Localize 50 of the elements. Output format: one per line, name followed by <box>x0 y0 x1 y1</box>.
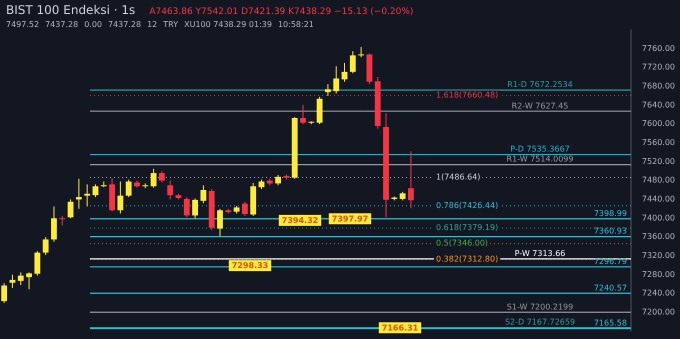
text: 7437.28 <box>108 20 142 29</box>
y-tick-label: 7440.00 <box>642 194 676 204</box>
y-tick-label: 7680.00 <box>642 82 676 91</box>
text: 12 <box>147 20 158 29</box>
ref-line-label: R1-D 7672.2534 <box>507 80 573 90</box>
ref-line-label: 7165.58 <box>594 318 627 328</box>
annotation: 7394.32 <box>282 216 318 225</box>
y-tick-label: 7520.00 <box>642 156 676 166</box>
annotation: 7397.97 <box>332 214 368 224</box>
candlestick <box>284 174 290 180</box>
candlestick <box>176 193 182 200</box>
y-tick-label: 7760.00 <box>642 44 676 53</box>
ref-line-label: 0.618(7379.19) <box>436 223 498 232</box>
ref-line-label: P-W 7313.66 <box>514 248 566 258</box>
annotation: 7166.31 <box>382 323 419 332</box>
text: 7497.52 <box>6 20 40 29</box>
ref-line-label: 0.5(7346.00) <box>436 238 488 248</box>
y-tick-label: 7280.00 <box>642 270 676 279</box>
y-tick-label: 7320.00 <box>642 250 676 260</box>
y-tick-label: 7200.00 <box>642 307 676 316</box>
y-tick-label: 7720.00 <box>642 62 676 72</box>
ref-line-label: 0.786(7426.44) <box>436 200 498 210</box>
ref-line-label: 1(7486.64) <box>436 172 480 182</box>
chart-title: BIST 100 Endeksi · 1s <box>6 3 136 17</box>
text: 7437.28 <box>45 20 78 29</box>
ref-line-label: 7296.79 <box>594 256 627 266</box>
y-tick-label: 7600.00 <box>642 119 676 128</box>
y-tick-label: 7360.00 <box>642 232 676 242</box>
ref-line-label: S2-D 7167.72659 <box>504 318 576 327</box>
candlestick <box>76 178 82 210</box>
annotation: 7298.33 <box>232 261 268 270</box>
text: TRY <box>163 20 178 29</box>
ref-line-label: 7398.99 <box>594 208 627 218</box>
ref-line-label: P-D 7535.3667 <box>510 144 570 154</box>
ref-line-label: R1-W 7514.0099 <box>506 154 574 164</box>
y-tick-label: 7640.00 <box>642 100 676 110</box>
chart-subtitle: A7463.86 Y7542.01 D7421.39 K7438.29 −15.13 (−0.20%) <box>149 7 414 17</box>
y-tick-label: 7400.00 <box>642 213 676 222</box>
text: 0.00 <box>84 20 102 29</box>
y-tick-label: 7480.00 <box>642 176 676 185</box>
ref-line-label: 7240.57 <box>594 283 627 292</box>
ref-line-label: 0.382(7312.80) <box>436 254 498 264</box>
text: XU100 7438.29 01:39 <box>184 20 272 29</box>
ref-line-label: R2-W 7627.45 <box>512 101 568 110</box>
ref-line-label: S1-W 7200.2199 <box>506 302 574 312</box>
y-tick-label: 7240.00 <box>642 288 676 298</box>
y-tick-label: 7560.00 <box>642 138 676 148</box>
text: 10:58:21 <box>278 20 314 29</box>
ref-line-label: 1.618(7660.48) <box>436 90 498 100</box>
ref-line-label: 7360.93 <box>594 226 627 236</box>
